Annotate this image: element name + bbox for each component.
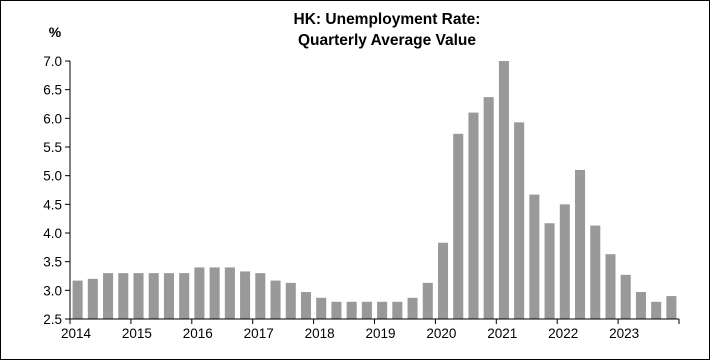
bar-2017Q4 — [300, 292, 312, 319]
bar-2022Q4 — [605, 254, 616, 319]
x-tick-label-2018: 2018 — [305, 326, 335, 341]
y-tick-label-3.0: 3.0 — [43, 283, 62, 298]
y-tick-label-6.0: 6.0 — [43, 111, 62, 126]
bar-2021Q4 — [544, 223, 555, 319]
x-tick-label-2019: 2019 — [365, 326, 395, 341]
x-tick-label-2021: 2021 — [487, 326, 517, 341]
y-tick-label-5.5: 5.5 — [43, 140, 62, 155]
y-tick-label-4.5: 4.5 — [43, 197, 62, 212]
bar-2016Q4 — [240, 271, 251, 319]
x-tick-label-2020: 2020 — [426, 326, 456, 341]
x-tick-label-2015: 2015 — [122, 326, 152, 341]
x-tick-label-2017: 2017 — [244, 326, 274, 341]
y-axis-unit-label: % — [49, 24, 62, 40]
bar-2015Q2 — [148, 273, 159, 319]
bar-2014Q4 — [118, 273, 129, 319]
bar-2017Q1 — [255, 273, 266, 319]
bar-2020Q3 — [468, 112, 479, 319]
bar-2014Q1 — [72, 280, 83, 319]
x-tick-label-2023: 2023 — [609, 326, 639, 341]
x-tick-label-2016: 2016 — [183, 326, 213, 341]
bar-2018Q3 — [346, 301, 357, 319]
chart-title: HK: Unemployment Rate: — [294, 11, 481, 28]
bar-2022Q3 — [590, 225, 601, 319]
bar-2017Q2 — [270, 280, 281, 319]
bar-2018Q1 — [316, 297, 327, 319]
x-tick-label-2022: 2022 — [548, 326, 578, 341]
y-tick-label-7.0: 7.0 — [43, 54, 62, 69]
bar-2019Q1 — [377, 301, 388, 319]
bar-2018Q2 — [331, 301, 342, 319]
bar-2014Q3 — [103, 273, 114, 319]
bar-2019Q2 — [392, 301, 403, 319]
bar-2023Q2 — [635, 292, 646, 319]
y-tick-label-5.0: 5.0 — [43, 169, 62, 184]
bar-2014Q2 — [87, 278, 98, 319]
bar-2015Q1 — [133, 273, 144, 319]
bar-2015Q3 — [163, 273, 174, 319]
bar-2019Q3 — [407, 297, 418, 319]
y-tick-label-4.0: 4.0 — [43, 226, 62, 241]
bar-2020Q1 — [437, 242, 449, 319]
bar-2016Q2 — [209, 267, 220, 319]
bar-2022Q1 — [559, 204, 570, 319]
bar-2021Q2 — [514, 122, 525, 319]
y-tick-label-3.5: 3.5 — [43, 255, 62, 270]
bar-2016Q1 — [194, 267, 205, 319]
bar-2023Q1 — [620, 274, 631, 319]
bar-2023Q3 — [651, 301, 662, 319]
bar-2018Q4 — [361, 301, 372, 319]
bar-2020Q2 — [453, 133, 464, 319]
bar-2017Q3 — [285, 282, 296, 319]
bar-2021Q1 — [498, 61, 509, 319]
bar-2020Q4 — [483, 97, 494, 320]
y-tick-label-6.5: 6.5 — [43, 83, 62, 98]
bar-2015Q4 — [179, 273, 190, 319]
y-tick-label-2.5: 2.5 — [43, 312, 62, 327]
bars-layer — [72, 61, 677, 320]
bar-2016Q3 — [224, 267, 235, 319]
x-tick-label-2014: 2014 — [61, 326, 92, 341]
chart-subtitle: Quarterly Average Value — [298, 32, 476, 49]
bar-2021Q3 — [529, 194, 540, 319]
axes-layer: 2.5 3.0 3.5 4.0 4.5 5.0 5.5 6.0 6.5 7.0 2014 2015 20… — [43, 54, 680, 341]
bar-2022Q2 — [575, 169, 586, 319]
bar-2019Q4 — [422, 282, 433, 319]
bar-2023Q4 — [666, 296, 677, 319]
